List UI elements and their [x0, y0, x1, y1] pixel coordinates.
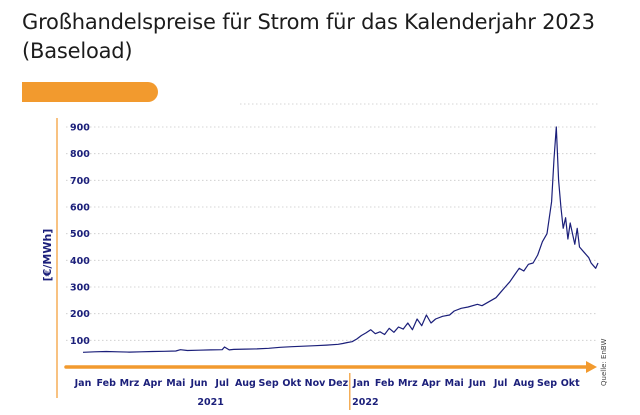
x-tick-label: Apr [422, 378, 441, 389]
x-tick-label: Jun [468, 378, 486, 389]
chart-title-line-1: Großhandelspreise für Strom für das Kale… [22, 10, 595, 34]
x-tick-label: Aug [235, 378, 256, 389]
chart-title-line-2: (Baseload) [22, 39, 133, 63]
x-tick-label: Jan [352, 378, 370, 389]
x-tick-label: Dez [328, 378, 348, 389]
x-tick-label: Okt [282, 378, 301, 389]
y-tick-label: 700 [70, 176, 90, 187]
x-tick-label: Sep [259, 378, 279, 389]
accent-bar [22, 82, 158, 102]
x-tick-label: Mai [445, 378, 464, 389]
x-tick-label: Apr [143, 378, 162, 389]
x-tick-label: Jan [74, 378, 92, 389]
chart-title: Großhandelspreise für Strom für das Kale… [22, 8, 622, 66]
x-tick-label: Jun [189, 378, 207, 389]
year-labels: 2021 2022 [197, 397, 378, 408]
x-tick-label: Mrz [120, 378, 140, 389]
x-tick-label: Jul [214, 378, 229, 389]
y-axis-label: [€/MWh] [41, 229, 54, 282]
x-tick-label: Mrz [398, 378, 418, 389]
x-tick-label: Okt [561, 378, 580, 389]
y-tick-label: 100 [70, 336, 90, 347]
gridlines [66, 103, 598, 341]
x-tick-label: Sep [537, 378, 557, 389]
x-axis-arrowhead [586, 361, 597, 373]
x-tick-label: Aug [513, 378, 534, 389]
y-tick-label: 900 [70, 123, 90, 134]
y-tick-labels: 100 200 300 400 500 600 700 800 900 [70, 123, 90, 347]
y-tick-label: 500 [70, 229, 90, 240]
y-tick-label: 300 [70, 283, 90, 294]
x-tick-label: Feb [97, 378, 117, 389]
year-label: 2022 [352, 397, 378, 408]
x-axis-arrow [56, 118, 597, 410]
year-label: 2021 [197, 397, 223, 408]
y-tick-label: 600 [70, 203, 90, 214]
series-line [82, 126, 599, 353]
x-tick-label: Jul [493, 378, 508, 389]
x-tick-label: Mai [166, 378, 185, 389]
x-tick-labels: Jan Feb Mrz Apr Mai Jun Jul Aug Sep Okt Nov Dez Jan F… [74, 378, 580, 389]
x-tick-label: Feb [375, 378, 395, 389]
y-tick-label: 400 [70, 256, 90, 267]
y-tick-label: 800 [70, 149, 90, 160]
x-tick-label: Nov [305, 378, 326, 389]
y-tick-label: 200 [70, 309, 90, 320]
source-note: Quelle: EnBW [600, 339, 608, 386]
